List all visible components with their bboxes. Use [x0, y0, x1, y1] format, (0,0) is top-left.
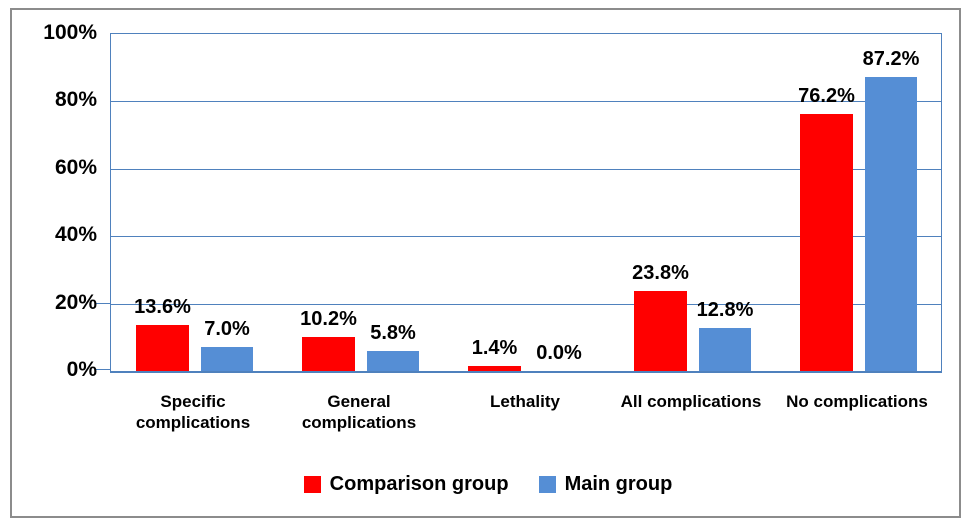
data-label: 23.8% — [632, 262, 689, 284]
bar-main-4 — [865, 77, 917, 371]
y-axis-label: 0% — [66, 358, 97, 381]
data-label: 76.2% — [798, 85, 855, 107]
category-label: Lethality — [490, 392, 560, 411]
category-label: Specific complications — [135, 392, 251, 432]
y-axis-label: 20% — [54, 291, 97, 314]
data-label: 13.6% — [134, 296, 191, 318]
y-tick-mark-0 — [95, 369, 111, 370]
legend-label: Comparison group — [329, 473, 509, 495]
category-label: All complications — [620, 392, 762, 411]
data-label: 1.4% — [471, 337, 518, 359]
y-axis-label: 40% — [54, 223, 97, 246]
legend-swatch-icon — [303, 475, 321, 493]
gridline-80 — [111, 101, 941, 102]
y-axis-label: 60% — [54, 156, 97, 179]
y-axis-label: 100% — [43, 21, 97, 44]
legend-item-comparison-group: Comparison group — [303, 472, 509, 496]
legend-label: Main group — [564, 473, 673, 495]
plot-area: 13.6% 10.2% 1.4% 23.8% 76.2% 7.0% 5.8% 0.0% 12.8… — [110, 33, 942, 373]
category-label: General complications — [301, 392, 417, 432]
bar-comparison-0 — [136, 325, 189, 371]
bar-comparison-1 — [302, 337, 355, 371]
category-label: No complications — [786, 392, 928, 411]
gridline-20 — [111, 304, 941, 305]
legend-item-main-group: Main group — [538, 472, 673, 496]
legend-swatch-icon — [538, 475, 556, 493]
data-label: 7.0% — [204, 318, 250, 340]
data-label: 12.8% — [696, 299, 754, 321]
bar-main-0 — [201, 347, 253, 371]
data-label: 5.8% — [370, 322, 416, 344]
bar-main-3 — [699, 328, 751, 371]
bar-main-1 — [367, 351, 419, 371]
bar-comparison-4 — [800, 114, 853, 371]
data-label: 87.2% — [862, 48, 920, 70]
chart-legend: Comparison group Main group — [0, 472, 976, 496]
data-label: 0.0% — [536, 342, 582, 364]
bar-comparison-3 — [634, 291, 687, 371]
bar-comparison-2 — [468, 366, 521, 371]
y-axis-label: 80% — [54, 88, 97, 111]
gridline-60 — [111, 169, 941, 170]
y-tick-mark-20 — [95, 303, 111, 304]
gridline-40 — [111, 236, 941, 237]
data-label: 10.2% — [300, 308, 357, 330]
